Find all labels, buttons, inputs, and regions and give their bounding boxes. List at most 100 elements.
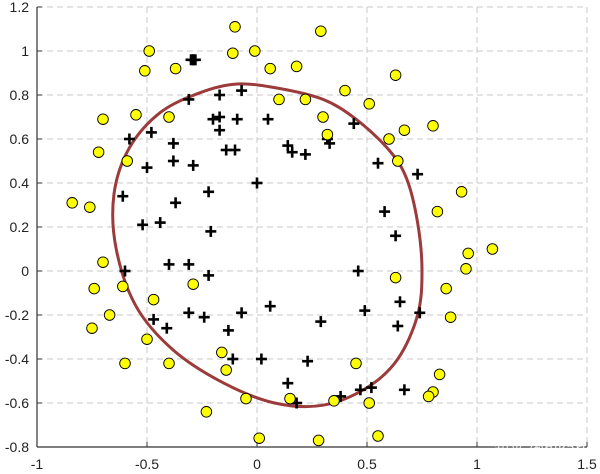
positive-sample-marker bbox=[390, 230, 402, 242]
negative-sample-marker bbox=[253, 432, 265, 444]
x-tick-label: 1 bbox=[473, 456, 481, 472]
positive-sample-marker bbox=[359, 305, 371, 317]
positive-sample-marker bbox=[231, 113, 243, 125]
negative-sample-marker bbox=[163, 357, 175, 370]
negative-sample-marker bbox=[187, 278, 199, 290]
y-tick-label: 0.8 bbox=[10, 87, 30, 103]
positive-sample-marker bbox=[198, 311, 210, 323]
negative-sample-marker bbox=[130, 109, 142, 121]
y-tick-labels: -0.8 -0.6 -0.4 -0.2 0 0.2 0.4 0.6 0.8 1 1.2 bbox=[5, 0, 29, 455]
positive-sample-marker bbox=[207, 113, 219, 125]
negative-sample-marker bbox=[363, 397, 375, 409]
positive-sample-marker bbox=[251, 177, 263, 189]
positive-sample-marker bbox=[183, 307, 195, 319]
positive-sample-marker bbox=[412, 168, 424, 180]
negative-sample-marker bbox=[440, 282, 452, 295]
negative-sample-marker bbox=[427, 120, 439, 132]
negative-sample-marker bbox=[339, 84, 351, 97]
positive-sample-marker bbox=[227, 353, 239, 365]
negative-sample-marker bbox=[216, 346, 228, 359]
positive-sample-marker bbox=[286, 146, 298, 158]
positive-sample-marker bbox=[365, 382, 377, 394]
positive-sample-marker bbox=[203, 269, 215, 281]
negative-sample-marker bbox=[240, 392, 252, 405]
positive-sample-marker bbox=[137, 219, 149, 231]
positive-sample-marker bbox=[203, 186, 215, 198]
negative-sample-marker bbox=[462, 247, 474, 260]
positive-sample-marker bbox=[394, 296, 406, 308]
y-tick-label: 0.2 bbox=[10, 219, 30, 235]
negative-sample-marker bbox=[460, 263, 472, 275]
negative-sample-marker bbox=[328, 395, 340, 407]
negative-sample-marker bbox=[273, 93, 285, 106]
positive-sample-marker bbox=[352, 265, 364, 277]
negative-sample-marker bbox=[455, 186, 468, 198]
positive-sample-marker bbox=[167, 137, 179, 149]
negative-sample-marker bbox=[117, 280, 129, 293]
decision-boundary-curve bbox=[111, 82, 424, 409]
negative-sample-marker bbox=[143, 45, 155, 57]
negative-sample-marker bbox=[119, 357, 131, 370]
negative-sample-marker bbox=[97, 113, 109, 125]
negative-sample-marker bbox=[372, 430, 384, 442]
data-points bbox=[66, 21, 499, 447]
positive-sample-marker bbox=[414, 307, 426, 319]
negative-sample-marker bbox=[264, 62, 276, 75]
y-tick-label: 0.4 bbox=[10, 175, 30, 191]
positive-sample-marker bbox=[163, 258, 175, 270]
negative-sample-marker bbox=[398, 124, 411, 136]
negative-sample-marker bbox=[392, 155, 404, 167]
negative-sample-marker bbox=[139, 65, 151, 77]
positive-sample-marker bbox=[392, 320, 404, 332]
negative-sample-marker bbox=[141, 333, 153, 345]
negative-sample-marker bbox=[444, 311, 457, 323]
positive-sample-marker bbox=[229, 144, 241, 156]
negative-sample-marker bbox=[363, 98, 375, 110]
positive-sample-marker bbox=[282, 140, 294, 152]
positive-sample-marker bbox=[189, 54, 201, 66]
positive-sample-marker bbox=[170, 197, 182, 209]
negative-sample-marker bbox=[88, 282, 100, 295]
negative-sample-marker bbox=[431, 205, 444, 218]
negative-sample-marker bbox=[163, 111, 175, 123]
y-tick-label: 1 bbox=[21, 43, 29, 59]
negative-sample-marker bbox=[97, 256, 109, 268]
negative-sample-marker bbox=[389, 271, 402, 284]
negative-sample-marker bbox=[486, 243, 499, 255]
negative-sample-marker bbox=[422, 390, 435, 403]
negative-sample-marker bbox=[84, 201, 96, 213]
positive-sample-marker bbox=[214, 124, 226, 136]
positive-sample-marker bbox=[117, 190, 129, 202]
negative-sample-marker bbox=[321, 128, 334, 141]
negative-sample-marker bbox=[92, 146, 105, 158]
negative-sample-marker bbox=[86, 322, 98, 334]
negative-sample-marker bbox=[315, 25, 327, 37]
y-tick-label: -0.4 bbox=[5, 351, 29, 367]
negative-sample-marker bbox=[383, 133, 395, 145]
x-tick-label: 0 bbox=[253, 456, 261, 472]
plot-axes bbox=[36, 6, 588, 448]
y-tick-label: 0.6 bbox=[10, 131, 30, 147]
positive-sample-marker bbox=[141, 162, 153, 174]
negative-sample-marker bbox=[350, 357, 362, 370]
y-tick-label: -0.8 bbox=[5, 439, 29, 455]
positive-sample-marker bbox=[183, 258, 195, 270]
positive-sample-marker bbox=[187, 159, 199, 171]
positive-sample-marker bbox=[183, 93, 195, 105]
positive-sample-marker bbox=[154, 217, 166, 229]
positive-sample-marker bbox=[348, 118, 360, 130]
x-tick-label: 1.5 bbox=[577, 456, 597, 472]
positive-sample-marker bbox=[379, 206, 391, 218]
positive-sample-marker bbox=[236, 85, 248, 97]
y-tick-label: 0 bbox=[21, 263, 29, 279]
positive-sample-marker bbox=[262, 113, 274, 125]
decision-boundary bbox=[111, 82, 424, 409]
positive-sample-marker bbox=[398, 384, 410, 396]
positive-sample-marker bbox=[264, 300, 276, 312]
positive-sample-marker bbox=[167, 155, 179, 167]
positive-sample-marker bbox=[145, 126, 157, 138]
positive-sample-marker bbox=[214, 89, 226, 101]
negative-sample-marker bbox=[284, 392, 296, 405]
positive-sample-marker bbox=[119, 265, 131, 277]
x-tick-label: -0.5 bbox=[135, 456, 159, 472]
